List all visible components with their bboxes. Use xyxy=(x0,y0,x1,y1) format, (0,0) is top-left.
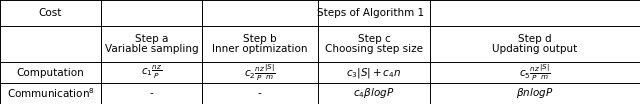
Text: $c_5\frac{nz}{P}\frac{|S|}{m}$: $c_5\frac{nz}{P}\frac{|S|}{m}$ xyxy=(519,62,551,83)
Text: $c_3|S|+c_4n$: $c_3|S|+c_4n$ xyxy=(346,66,402,80)
Text: Inner optimization: Inner optimization xyxy=(212,44,308,54)
Text: $c_2\frac{nz}{P}\frac{|S|}{m}$: $c_2\frac{nz}{P}\frac{|S|}{m}$ xyxy=(244,62,276,83)
Text: $c_1\frac{nz}{P}$: $c_1\frac{nz}{P}$ xyxy=(141,64,162,81)
Text: $c_4\beta logP$: $c_4\beta logP$ xyxy=(353,86,395,100)
Text: Variable sampling: Variable sampling xyxy=(104,44,198,54)
Text: Step a: Step a xyxy=(134,34,168,44)
Text: Step d: Step d xyxy=(518,34,552,44)
Text: Computation: Computation xyxy=(17,67,84,78)
Text: Step c: Step c xyxy=(358,34,390,44)
Text: Steps of Algorithm 1: Steps of Algorithm 1 xyxy=(317,8,424,18)
Text: Step b: Step b xyxy=(243,34,276,44)
Text: $\beta n logP$: $\beta n logP$ xyxy=(516,86,554,100)
Text: Communication$^8$: Communication$^8$ xyxy=(6,86,95,100)
Text: Cost: Cost xyxy=(39,8,62,18)
Text: Choosing step size: Choosing step size xyxy=(325,44,423,54)
Text: Updating output: Updating output xyxy=(492,44,578,54)
Text: -: - xyxy=(150,88,153,98)
Text: -: - xyxy=(258,88,262,98)
